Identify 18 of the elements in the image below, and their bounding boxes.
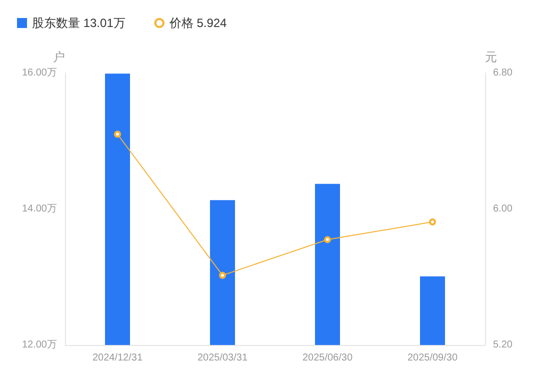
point: [219, 272, 226, 279]
y2-tick-label: 6.00: [493, 204, 513, 214]
y-tick-label: 12.00万: [22, 340, 57, 350]
x-tick-label: 2025/06/30: [302, 352, 353, 364]
y2-tick-label: 5.20: [493, 340, 513, 350]
point: [429, 218, 436, 226]
point: [324, 236, 331, 244]
x-tick-label: 2024/12/31: [92, 352, 143, 364]
y-axis-title: 户: [53, 50, 65, 64]
y2-tick-label: 6.80: [493, 68, 513, 78]
legend-label: 价格 5.924: [168, 16, 228, 30]
y-tick-label: 14.00万: [22, 204, 57, 214]
x-tick-label: 2025/03/31: [197, 352, 248, 364]
legend-label: 股东数量 13.01万: [32, 16, 126, 30]
y-tick-label: 16.00万: [22, 68, 57, 78]
y2-axis-title: 元: [485, 50, 497, 64]
point: [114, 130, 121, 138]
x-tick-label: 2025/09/30: [407, 352, 458, 364]
